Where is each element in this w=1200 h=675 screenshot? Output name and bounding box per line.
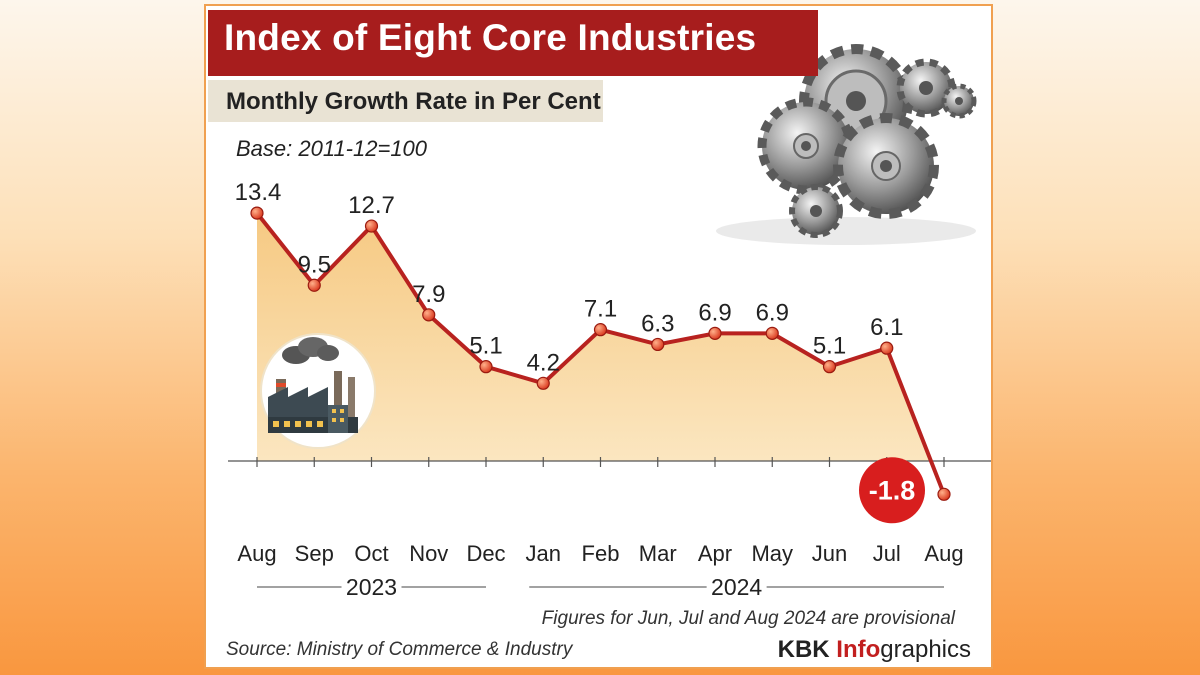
data-label: 5.1 [813, 333, 846, 360]
subtitle-banner [208, 80, 603, 122]
data-point [880, 341, 894, 355]
x-tick-label: Aug [924, 541, 963, 566]
x-tick-label: Dec [466, 541, 505, 566]
year-label: 2024 [711, 574, 762, 600]
data-point [593, 323, 608, 337]
x-tick-label: Feb [582, 541, 620, 566]
data-label: 9.5 [298, 251, 331, 278]
x-tick-label: Oct [354, 541, 388, 566]
data-point [536, 376, 550, 390]
negative-value-badge [859, 457, 925, 524]
data-label: 13.4 [235, 179, 282, 206]
chart-subtitle: Monthly Growth Rate in Per Cent [226, 88, 601, 115]
data-label: 6.9 [756, 299, 789, 326]
title-banner [208, 10, 818, 76]
data-point [708, 326, 722, 340]
data-point [422, 308, 436, 322]
base-year-note: Base: 2011-12=100 [236, 136, 428, 161]
data-label: 5.1 [469, 333, 502, 360]
data-label: -1.8 [869, 475, 916, 505]
x-tick-label: Apr [698, 541, 732, 566]
data-point [822, 360, 837, 374]
source-credit: Source: Ministry of Commerce & Industry [226, 639, 573, 660]
data-label: 6.3 [641, 310, 674, 337]
year-label: 2023 [346, 574, 397, 600]
brand-part-1: KBK [777, 636, 830, 663]
data-point [307, 278, 321, 292]
x-tick-label: Nov [409, 541, 448, 566]
data-label: 7.1 [584, 296, 617, 323]
data-point [250, 206, 264, 220]
x-tick-label: Aug [237, 541, 276, 566]
provisional-note: Figures for Jun, Jul and Aug 2024 are pr… [541, 608, 955, 629]
brand-logo: KBK Infographics [778, 636, 971, 664]
factory-icon [260, 333, 376, 449]
data-label: 4.2 [527, 349, 560, 376]
data-point [937, 487, 951, 501]
chart-title: Index of Eight Core Industries [224, 17, 757, 58]
data-point [651, 337, 665, 352]
x-tick-label: May [751, 541, 793, 566]
data-label: 12.7 [348, 192, 395, 219]
brand-part-3: graphics [880, 636, 971, 663]
data-label: 6.9 [698, 299, 731, 326]
gears-icon [716, 44, 977, 245]
x-tick-label: Jun [812, 541, 847, 566]
chart: 13.4 9.5 12.7 7.9 5.1 4.2 7.1 6.3 6.9 6.9 5.1 6.1 -1… [228, 44, 991, 600]
x-tick-label: Sep [295, 541, 334, 566]
data-point [765, 326, 779, 340]
data-point [479, 360, 493, 374]
infographic-card: 13.4 9.5 12.7 7.9 5.1 4.2 7.1 6.3 6.9 6.9 5.1 6.1 -1… [204, 4, 993, 669]
data-point [364, 219, 379, 233]
x-tick-label: Jan [526, 541, 561, 566]
x-tick-label: Mar [639, 541, 677, 566]
data-label: 6.1 [870, 314, 903, 341]
brand-part-2: Info [836, 636, 881, 663]
data-label: 7.9 [412, 281, 445, 308]
x-tick-label: Jul [873, 541, 901, 566]
